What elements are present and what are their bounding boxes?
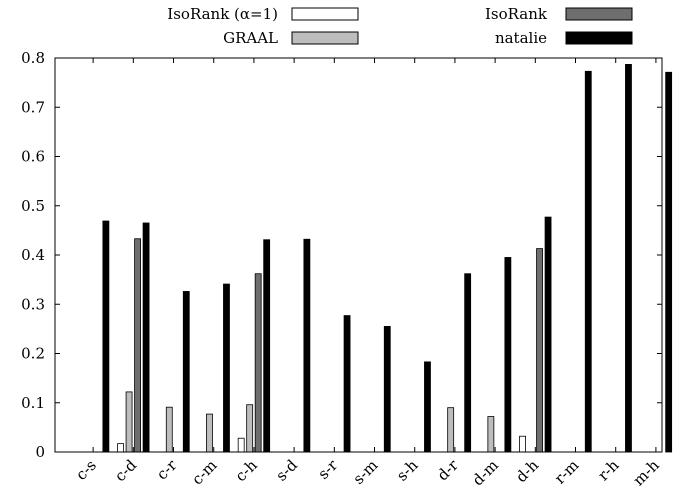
y-tick-label: 0.2 [21,345,45,363]
bar-c-h-series-3 [263,239,271,453]
legend-label: GRAAL [223,29,278,47]
y-tick-label: 0.8 [21,49,45,67]
x-category-label: s-m [350,456,382,488]
bar-d-h-series-3 [544,216,552,453]
legend-swatch [565,7,633,21]
bars [102,64,673,453]
legend-swatch [291,31,359,45]
bar-d-m-series-1 [487,416,495,453]
x-category-label: c-r [153,456,181,484]
bar-c-m-series-3 [223,283,230,453]
bar-d-h-series-0 [519,435,526,453]
bar-c-m-series-1 [206,413,213,453]
x-category-label: s-r [314,456,341,483]
bar-c-h-series-2 [254,273,262,453]
bar-c-d-series-1 [125,391,133,453]
x-category-label: s-h [393,456,422,485]
x-category-label: r-h [594,456,622,484]
bar-r-m-series-3 [584,70,592,453]
x-category-label: d-m [469,456,502,489]
x-category-label: c-s [72,456,100,484]
x-category-label: d-h [512,456,542,486]
bar-s-r-series-3 [343,315,351,453]
bar-c-d-series-2 [134,238,141,453]
bar-c-s-series-3 [102,220,110,453]
y-tick-label: 0 [35,443,45,461]
bar-s-h-series-3 [424,361,431,453]
x-category-label: m-h [630,456,663,489]
x-category-label: s-d [272,456,301,485]
plot-frame [54,57,663,453]
bar-m-h-series-3 [665,71,673,453]
x-category-label: r-m [551,456,582,487]
bar-c-d-series-0 [117,443,124,453]
legend-label: IsoRank [485,5,548,23]
x-category-label: c-h [232,456,261,485]
y-tick-label: 0.5 [21,197,45,215]
bar-c-h-series-1 [246,404,254,453]
x-category-label: d-r [434,456,463,485]
x-category-label: c-m [188,456,220,488]
bar-s-d-series-3 [303,238,311,453]
x-category-label: c-d [111,456,140,485]
bar-c-h-series-0 [237,437,245,453]
y-tick-label: 0.4 [21,246,45,264]
x-axis-labels: c-s c-d c-r c-m c-h s-d s-r s-m s-h d-r d-m d-h r-m r… [72,58,663,489]
y-axis-ticks: 0 0.1 0.2 0.3 0.4 0.5 0.6 0.7 0.8 [21,49,662,461]
bar-d-r-series-3 [464,273,472,453]
legend-swatch [565,31,633,45]
bar-r-h-series-3 [625,64,632,453]
legend-swatch [291,7,359,21]
legend: IsoRank (α=1) GRAAL IsoRank natalie [167,5,633,47]
bar-c-r-series-1 [165,406,173,453]
bar-d-r-series-1 [447,407,455,453]
y-tick-label: 0.6 [21,148,45,166]
legend-label: IsoRank (α=1) [167,5,278,23]
bar-c-d-series-3 [142,222,150,453]
bar-d-m-series-3 [504,257,512,453]
bar-c-r-series-3 [182,291,190,453]
y-tick-label: 0.1 [21,394,45,412]
y-tick-label: 0.7 [21,98,45,116]
bar-s-m-series-3 [383,326,391,453]
bar-d-h-series-2 [536,248,543,453]
legend-label: natalie [495,29,547,47]
y-tick-label: 0.3 [21,295,45,313]
